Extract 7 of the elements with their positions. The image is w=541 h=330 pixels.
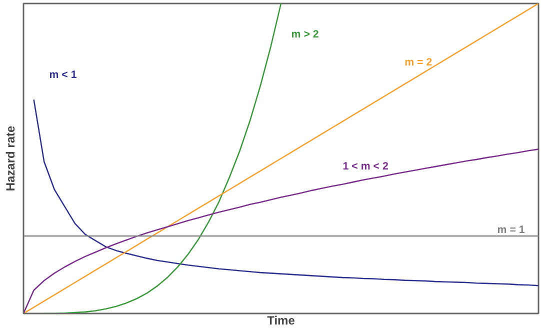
- y-axis-title: Hazard rate: [4, 125, 18, 192]
- series-label: 1 < m < 2: [342, 160, 388, 172]
- text: m < 1: [49, 68, 77, 81]
- x-axis-title: Time: [267, 314, 296, 328]
- series-label: m = 1: [497, 224, 525, 236]
- series-label: m > 2: [291, 28, 319, 40]
- series-label: m = 2: [404, 56, 432, 68]
